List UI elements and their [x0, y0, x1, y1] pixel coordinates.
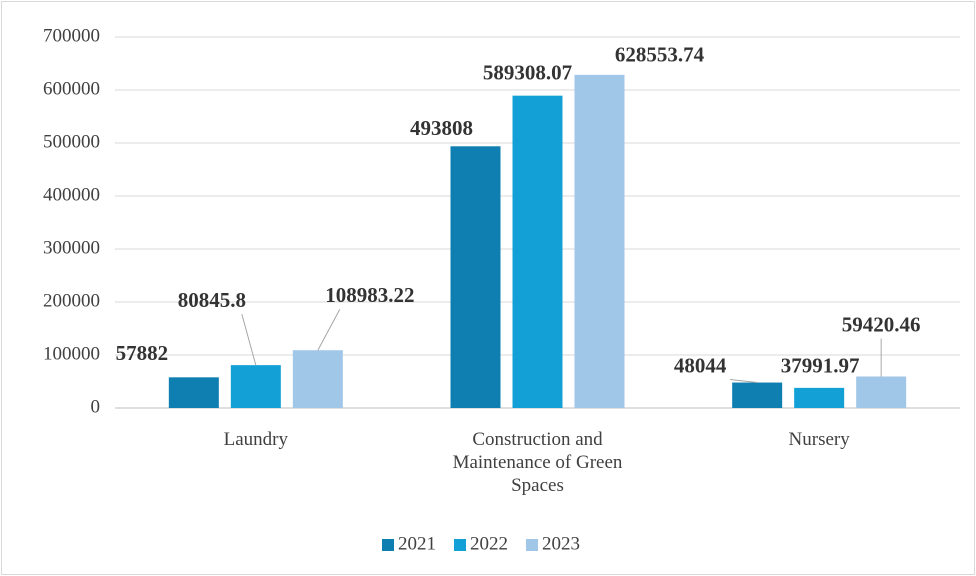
y-tick-label: 200000	[43, 290, 100, 311]
x-tick-label: Nursery	[788, 429, 850, 450]
value-label: 493808	[410, 116, 473, 140]
legend-label: 2021	[398, 533, 436, 554]
y-tick-label: 700000	[43, 25, 100, 46]
legend-swatch	[454, 539, 466, 551]
value-label: 80845.8	[178, 288, 246, 312]
value-label: 57882	[116, 341, 169, 365]
bar	[230, 365, 281, 408]
value-label: 108983.22	[325, 283, 414, 307]
value-label: 37991.97	[781, 354, 860, 378]
y-tick-label: 300000	[43, 237, 100, 258]
bar	[168, 377, 219, 408]
bar	[574, 74, 625, 408]
legend-label: 2023	[542, 533, 580, 554]
leader-line	[241, 314, 257, 366]
bar	[732, 382, 783, 408]
value-label: 48044	[674, 353, 727, 377]
bar	[512, 95, 563, 409]
bar	[292, 350, 343, 408]
value-label: 589308.07	[483, 60, 572, 84]
y-tick-label: 600000	[43, 78, 100, 99]
y-tick-label: 0	[91, 396, 101, 417]
legend-label: 2022	[470, 533, 508, 554]
legend-swatch	[382, 539, 394, 551]
leader-line	[730, 379, 758, 384]
bar	[450, 146, 501, 409]
leader-line	[317, 309, 341, 351]
x-tick-label: Laundry	[223, 429, 289, 450]
value-label: 628553.74	[615, 43, 705, 67]
legend-swatch	[526, 539, 538, 551]
y-tick-label: 100000	[43, 343, 100, 364]
x-tick-label: Construction and Maintenance of Green Sp…	[452, 429, 623, 496]
value-label: 59420.46	[842, 312, 921, 336]
bar	[794, 387, 845, 408]
y-tick-label: 500000	[43, 131, 100, 152]
bar	[856, 376, 907, 408]
y-tick-label: 400000	[43, 184, 100, 205]
